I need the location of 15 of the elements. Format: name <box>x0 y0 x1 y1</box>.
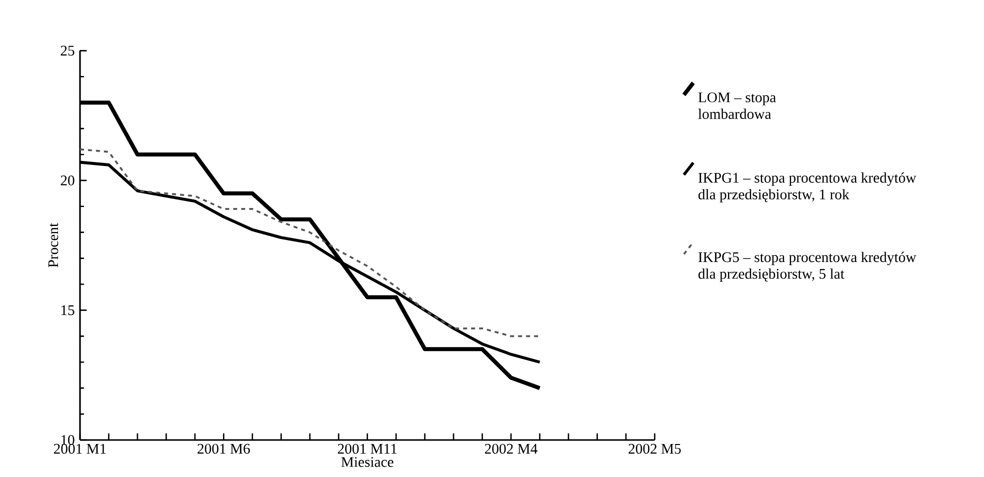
x-tick-label: 2001 M1 <box>54 444 106 454</box>
line-series <box>79 148 541 337</box>
y-tick-label: 15 <box>61 305 74 315</box>
x-tick-label: 2002 M5 <box>628 444 681 454</box>
legend-label: IKPG1 – stopa procentowa kredytów dla przedsiębiorstw, 1 rok <box>698 172 916 202</box>
y-tick-label: 20 <box>60 175 74 186</box>
x-tick-label: 2001 M11 <box>338 444 397 454</box>
y-axis-title: Procent <box>48 222 58 268</box>
y-tick-label: 25 <box>60 46 74 56</box>
x-tick-label: 2002 M4 <box>484 444 538 454</box>
x-tick-label: 2001 M6 <box>198 444 250 454</box>
x-axis-title: Miesiace <box>341 456 394 467</box>
y-tick-label: 10 <box>61 434 74 445</box>
legend-label: IKPG5 – stopa procentowa kredytów dla przedsiębiorstw, 5 lat <box>698 252 916 282</box>
legend-label: LOM – stopa lombardowa <box>698 92 776 119</box>
